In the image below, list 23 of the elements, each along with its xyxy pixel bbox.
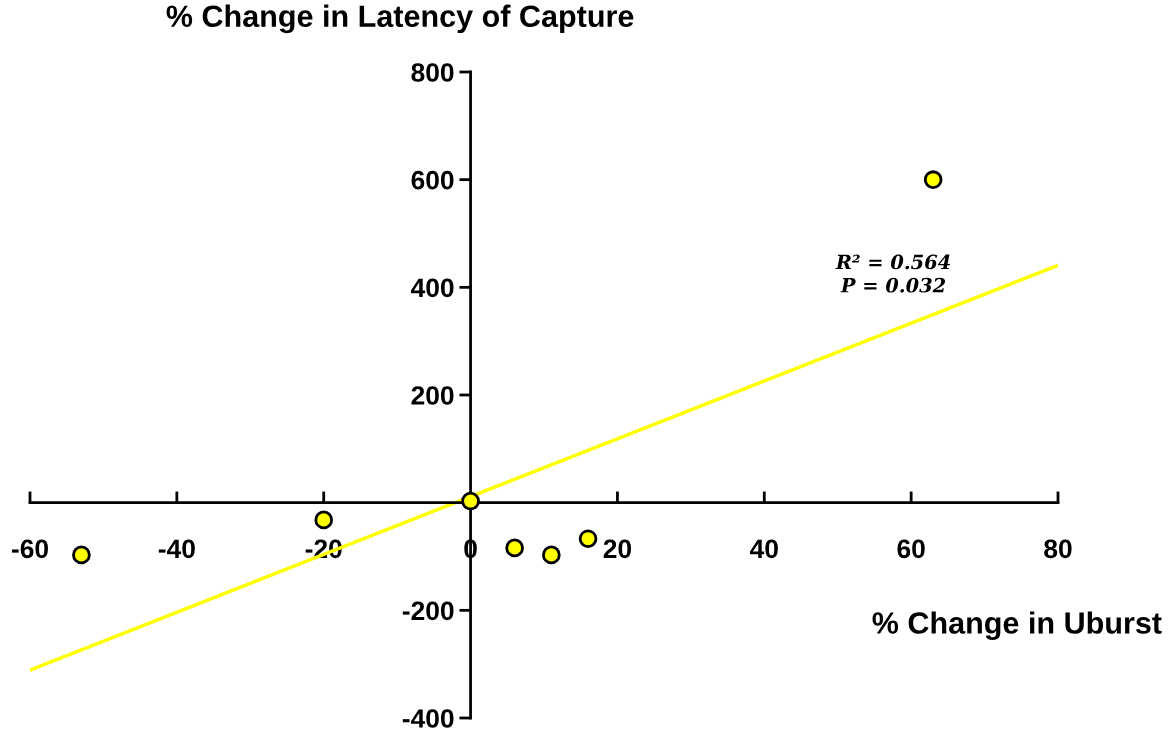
point (578, 529, 598, 549)
x-tick-label: 40 (750, 539, 778, 559)
x-tick-label: -60 (11, 539, 48, 559)
x-tick-label: -40 (158, 539, 195, 559)
y-tick-label: 600 (411, 170, 454, 190)
x-tick-label: 20 (603, 539, 632, 559)
x-axis-title: % Change in Uburst (872, 611, 1162, 641)
x-tick-label: 80 (1044, 539, 1072, 559)
annotation: P = 0.032 (840, 277, 946, 293)
annotation: R² = 0.564 (835, 254, 950, 270)
point (542, 545, 561, 565)
y-tick-label: -200 (402, 601, 454, 621)
point (505, 538, 524, 558)
point (461, 491, 480, 511)
y-tick-label: 800 (411, 63, 454, 82)
y-tick-label: 400 (410, 278, 454, 298)
y-tick-label: 200 (411, 386, 454, 405)
y-axis-title: % Change in Latency of Capture (166, 4, 634, 34)
point (314, 510, 334, 530)
y-tick-label: -400 (402, 709, 454, 728)
point (923, 170, 943, 189)
x-tick-label: 60 (897, 539, 925, 559)
point (72, 545, 91, 565)
